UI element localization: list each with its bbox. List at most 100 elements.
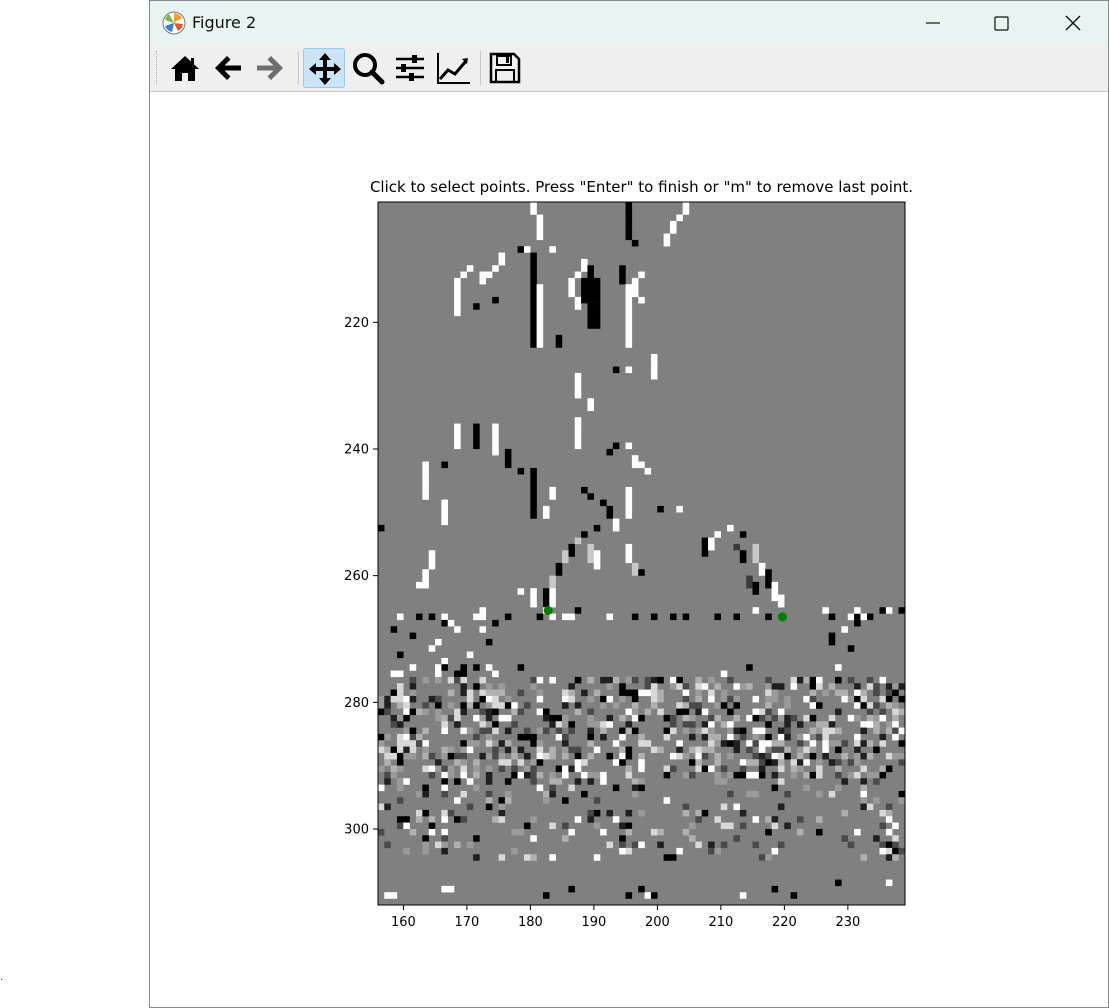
edge-pixel [638, 271, 645, 279]
image-pixel [758, 740, 766, 747]
zoom-button[interactable] [347, 48, 389, 88]
edge-pixel [422, 575, 429, 583]
image-pixel [885, 828, 893, 836]
image-pixel [631, 708, 639, 716]
image-pixel [473, 835, 480, 842]
image-pixel [898, 847, 906, 855]
image-pixel [568, 746, 575, 754]
edge-pixel [587, 550, 594, 557]
image-pixel [739, 771, 747, 779]
image-pixel [422, 708, 429, 716]
image-pixel [892, 841, 899, 849]
edge-pixel [625, 486, 633, 494]
edge-pixel [650, 353, 658, 361]
image-pixel [746, 714, 753, 722]
image-pixel [816, 733, 823, 741]
image-pixel [422, 727, 429, 735]
image-pixel [682, 613, 690, 621]
edge-pixel [568, 284, 575, 291]
pan-button[interactable] [303, 48, 345, 88]
plot-area[interactable]: 160 170 180 190 200 210 220 230 220 240 260 280 300 [150, 92, 1108, 1007]
image-pixel [568, 721, 575, 728]
image-pixel [473, 733, 480, 741]
image-pixel [752, 816, 760, 823]
image-pixel [384, 778, 391, 785]
image-pixel [435, 695, 442, 703]
image-pixel [892, 683, 899, 690]
image-pixel [631, 784, 639, 792]
image-pixel [752, 740, 760, 747]
image-pixel [479, 727, 487, 735]
edge-pixel [682, 208, 690, 215]
figure-canvas[interactable]: Click to select points. Press "Enter" to… [150, 92, 1108, 1007]
image-pixel [492, 740, 499, 747]
back-button[interactable] [207, 48, 249, 88]
image-pixel [562, 765, 569, 773]
forward-button[interactable] [249, 48, 291, 88]
image-pixel [454, 797, 461, 804]
image-pixel [828, 727, 836, 735]
image-pixel [587, 778, 594, 785]
image-pixel [593, 771, 601, 779]
save-button[interactable] [484, 48, 526, 88]
home-button[interactable] [164, 48, 206, 88]
image-pixel [390, 752, 398, 760]
edge-pixel [631, 562, 639, 570]
edge-pixel [619, 271, 626, 279]
image-pixel [873, 727, 880, 735]
image-pixel [403, 727, 410, 735]
close-button[interactable] [1058, 9, 1088, 37]
image-pixel [542, 892, 550, 899]
edge-pixel [530, 600, 537, 608]
image-pixel [771, 714, 779, 722]
image-pixel [771, 746, 779, 754]
image-pixel [396, 784, 404, 792]
image-pixel [606, 613, 614, 621]
image-pixel [784, 727, 791, 735]
image-pixel [771, 885, 779, 893]
image-pixel [669, 854, 677, 861]
image-pixel [733, 702, 741, 709]
toolbar-separator [480, 51, 481, 85]
minimize-button[interactable] [918, 9, 948, 37]
image-pixel [403, 816, 410, 823]
edge-pixel [574, 303, 582, 310]
x-tick-label: 230 [835, 915, 860, 930]
y-tick-label: 260 [344, 569, 369, 584]
image-pixel [835, 664, 842, 671]
edge-pixel [466, 265, 474, 272]
edit-axis-button[interactable] [432, 48, 474, 88]
image-pixel [581, 771, 588, 779]
image-pixel [466, 689, 474, 697]
image-pixel [689, 835, 696, 842]
edge-pixel [555, 341, 563, 348]
image-pixel [733, 683, 741, 690]
edge-pixel [625, 290, 633, 298]
image-pixel [847, 645, 855, 652]
subplots-config-button[interactable] [389, 48, 431, 88]
image-pixel [466, 778, 474, 785]
edge-pixel [771, 594, 779, 602]
image-pixel [390, 626, 398, 633]
maximize-button[interactable] [986, 9, 1016, 37]
image-pixel [720, 689, 728, 697]
image-pixel [447, 676, 455, 684]
image-pixel [638, 885, 645, 893]
image-pixel [416, 733, 423, 741]
image-pixel [727, 727, 734, 735]
image-pixel [733, 714, 741, 722]
image-pixel [898, 708, 906, 716]
image-pixel [384, 733, 391, 741]
edge-pixel [536, 315, 544, 323]
edge-pixel [530, 341, 537, 348]
title-bar[interactable]: Figure 2 [150, 1, 1108, 45]
image-pixel [796, 816, 804, 823]
image-pixel [536, 613, 544, 621]
image-pixel [422, 702, 429, 709]
image-pixel [485, 740, 493, 747]
image-pixel [669, 721, 677, 728]
image-pixel [885, 683, 893, 690]
image-pixel [492, 746, 499, 754]
image-pixel [752, 759, 760, 766]
image-pixel [803, 733, 810, 741]
